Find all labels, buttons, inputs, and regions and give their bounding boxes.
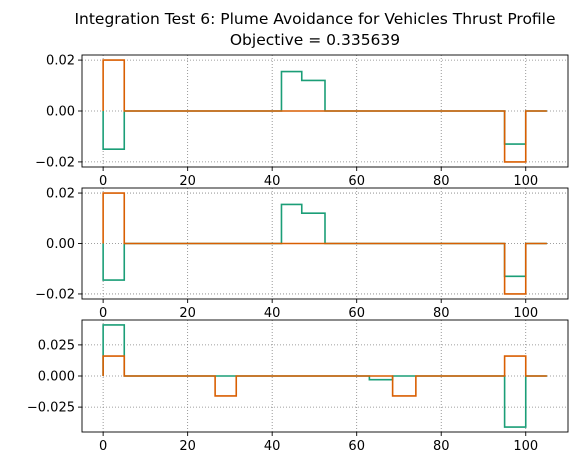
y-tick-label: −0.02 bbox=[35, 155, 75, 170]
x-tick-label: 20 bbox=[179, 306, 196, 321]
y-tick-label: 0.000 bbox=[38, 370, 75, 385]
x-tick-label: 60 bbox=[348, 174, 365, 189]
x-tick-label: 20 bbox=[179, 439, 196, 454]
x-tick-label: 20 bbox=[179, 174, 196, 189]
series-line-2 bbox=[102, 355, 547, 397]
y-tick-label: −0.025 bbox=[27, 401, 75, 416]
y-tick-label: 0.00 bbox=[46, 105, 75, 120]
y-tick-label: −0.02 bbox=[35, 287, 75, 302]
chart-subtitle: Objective = 0.335639 bbox=[230, 31, 400, 49]
x-tick-label: 0 bbox=[99, 306, 107, 321]
subplot-3: 0 20 40 60 80 100 −0.025 0.000 0.025 bbox=[27, 319, 569, 454]
y-tick-label: 0.02 bbox=[46, 54, 75, 69]
x-tick-label: 40 bbox=[264, 306, 281, 321]
y-tick-label: 0.025 bbox=[38, 338, 75, 353]
y-tick-label: 0.00 bbox=[46, 237, 75, 252]
x-tick-label: 0 bbox=[99, 174, 107, 189]
y-tick-label: 0.02 bbox=[46, 187, 75, 202]
series-line-1 bbox=[102, 70, 547, 150]
subplot-1: 0 20 40 60 80 100 −0.02 0.00 0.02 bbox=[35, 54, 569, 189]
subplot-2: 0 20 40 60 80 100 −0.02 0.00 0.02 bbox=[35, 187, 569, 321]
x-tick-label: 100 bbox=[513, 174, 538, 189]
x-tick-label: 100 bbox=[513, 306, 538, 321]
x-tick-label: 40 bbox=[264, 174, 281, 189]
x-tick-label: 80 bbox=[433, 174, 450, 189]
x-tick-label: 0 bbox=[99, 439, 107, 454]
x-tick-label: 80 bbox=[433, 306, 450, 321]
x-tick-label: 60 bbox=[348, 439, 365, 454]
series-line-1 bbox=[102, 203, 547, 281]
x-tick-label: 40 bbox=[264, 439, 281, 454]
subplots: 0 20 40 60 80 100 −0.02 0.00 0.02 0 20 40 60 80 100 −0.… bbox=[27, 54, 569, 454]
x-tick-label: 80 bbox=[433, 439, 450, 454]
x-tick-label: 60 bbox=[348, 306, 365, 321]
x-tick-label: 100 bbox=[513, 439, 538, 454]
series-line-2 bbox=[102, 192, 547, 295]
chart-title: Integration Test 6: Plume Avoidance for … bbox=[74, 10, 555, 28]
series-line-2 bbox=[102, 59, 547, 163]
